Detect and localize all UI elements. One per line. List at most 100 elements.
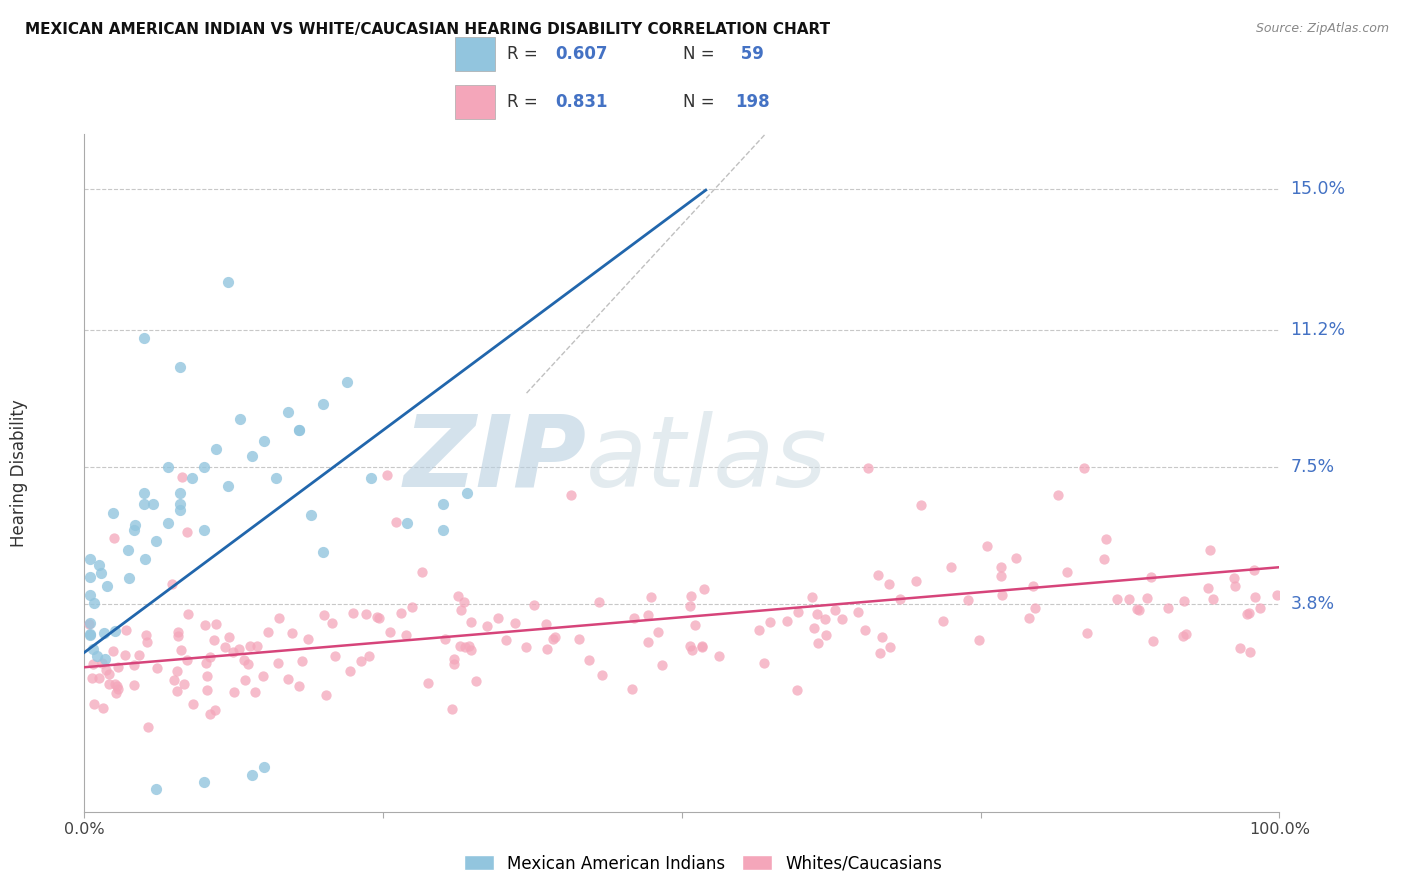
Point: [1018, 611, 1040, 625]
Point: [1136, 591, 1159, 606]
Point: [169, 360, 191, 375]
Point: [637, 634, 659, 648]
Point: [280, 625, 302, 640]
Point: [124, 517, 146, 532]
Point: [453, 595, 475, 609]
Point: [454, 640, 477, 655]
Point: [1046, 488, 1069, 502]
Point: [195, 668, 218, 682]
Point: [240, 767, 263, 781]
Point: [831, 612, 853, 626]
Point: [814, 612, 837, 626]
Point: [1243, 591, 1265, 605]
Point: [107, 681, 129, 696]
Point: [1128, 603, 1150, 617]
Text: R =: R =: [508, 93, 548, 111]
Point: [807, 636, 830, 650]
Point: [932, 615, 955, 629]
Point: [176, 653, 198, 667]
Point: [637, 607, 659, 622]
Point: [1073, 461, 1095, 475]
Point: [846, 605, 869, 619]
Point: [94, 663, 117, 677]
Point: [815, 628, 838, 642]
Point: [447, 589, 470, 603]
Point: [342, 606, 364, 620]
Text: R =: R =: [508, 45, 543, 63]
Point: [336, 375, 359, 389]
Point: [443, 657, 465, 672]
Point: [1174, 627, 1197, 641]
Point: [787, 605, 810, 619]
Point: [432, 523, 454, 537]
Point: [82, 657, 104, 671]
Point: [217, 479, 239, 493]
Point: [1140, 569, 1163, 583]
Point: [194, 617, 217, 632]
Text: 59: 59: [735, 45, 765, 63]
Point: [193, 523, 215, 537]
Point: [872, 631, 894, 645]
Point: [83, 596, 105, 610]
Point: [315, 688, 337, 702]
Point: [193, 775, 215, 789]
Point: [288, 423, 311, 437]
Point: [967, 633, 990, 648]
Point: [170, 469, 193, 483]
Point: [910, 498, 932, 512]
Point: [1239, 645, 1261, 659]
Point: [314, 608, 336, 623]
Point: [495, 633, 517, 648]
Point: [181, 471, 204, 485]
Point: [477, 619, 499, 633]
Point: [396, 516, 419, 530]
Text: MEXICAN AMERICAN INDIAN VS WHITE/CAUCASIAN HEARING DISABILITY CORRELATION CHART: MEXICAN AMERICAN INDIAN VS WHITE/CAUCASI…: [25, 22, 831, 37]
Point: [544, 630, 567, 644]
Point: [122, 658, 145, 673]
Point: [534, 616, 557, 631]
Point: [647, 625, 669, 640]
Point: [1118, 592, 1140, 607]
Text: 11.2%: 11.2%: [1291, 321, 1346, 339]
Point: [170, 643, 193, 657]
Point: [115, 624, 138, 638]
Point: [486, 611, 509, 625]
Point: [591, 667, 613, 681]
Point: [941, 560, 963, 574]
Point: [1024, 600, 1046, 615]
Point: [523, 599, 546, 613]
Point: [195, 683, 218, 698]
Point: [79, 628, 101, 642]
Point: [458, 639, 481, 653]
Point: [354, 607, 377, 622]
Point: [105, 679, 128, 693]
Point: [204, 703, 226, 717]
Point: [690, 640, 713, 654]
Point: [297, 632, 319, 646]
Point: [264, 471, 287, 485]
Point: [683, 618, 706, 632]
Text: 7.5%: 7.5%: [1291, 458, 1334, 476]
Point: [222, 685, 245, 699]
Point: [267, 656, 290, 670]
Text: 15.0%: 15.0%: [1291, 180, 1346, 198]
Point: [277, 672, 299, 686]
Point: [83, 698, 105, 712]
Point: [222, 645, 245, 659]
Point: [145, 782, 167, 797]
Point: [122, 523, 145, 537]
Point: [198, 649, 221, 664]
Point: [98, 666, 121, 681]
Point: [160, 576, 183, 591]
Point: [132, 486, 156, 500]
Point: [385, 515, 408, 529]
Point: [288, 423, 311, 437]
Point: [1199, 543, 1222, 558]
Text: 0.831: 0.831: [555, 93, 607, 111]
Text: ZIP: ZIP: [404, 410, 586, 508]
Point: [1197, 581, 1219, 595]
Point: [1202, 591, 1225, 606]
Point: [800, 590, 823, 604]
Point: [96, 579, 118, 593]
Point: [90, 566, 112, 581]
